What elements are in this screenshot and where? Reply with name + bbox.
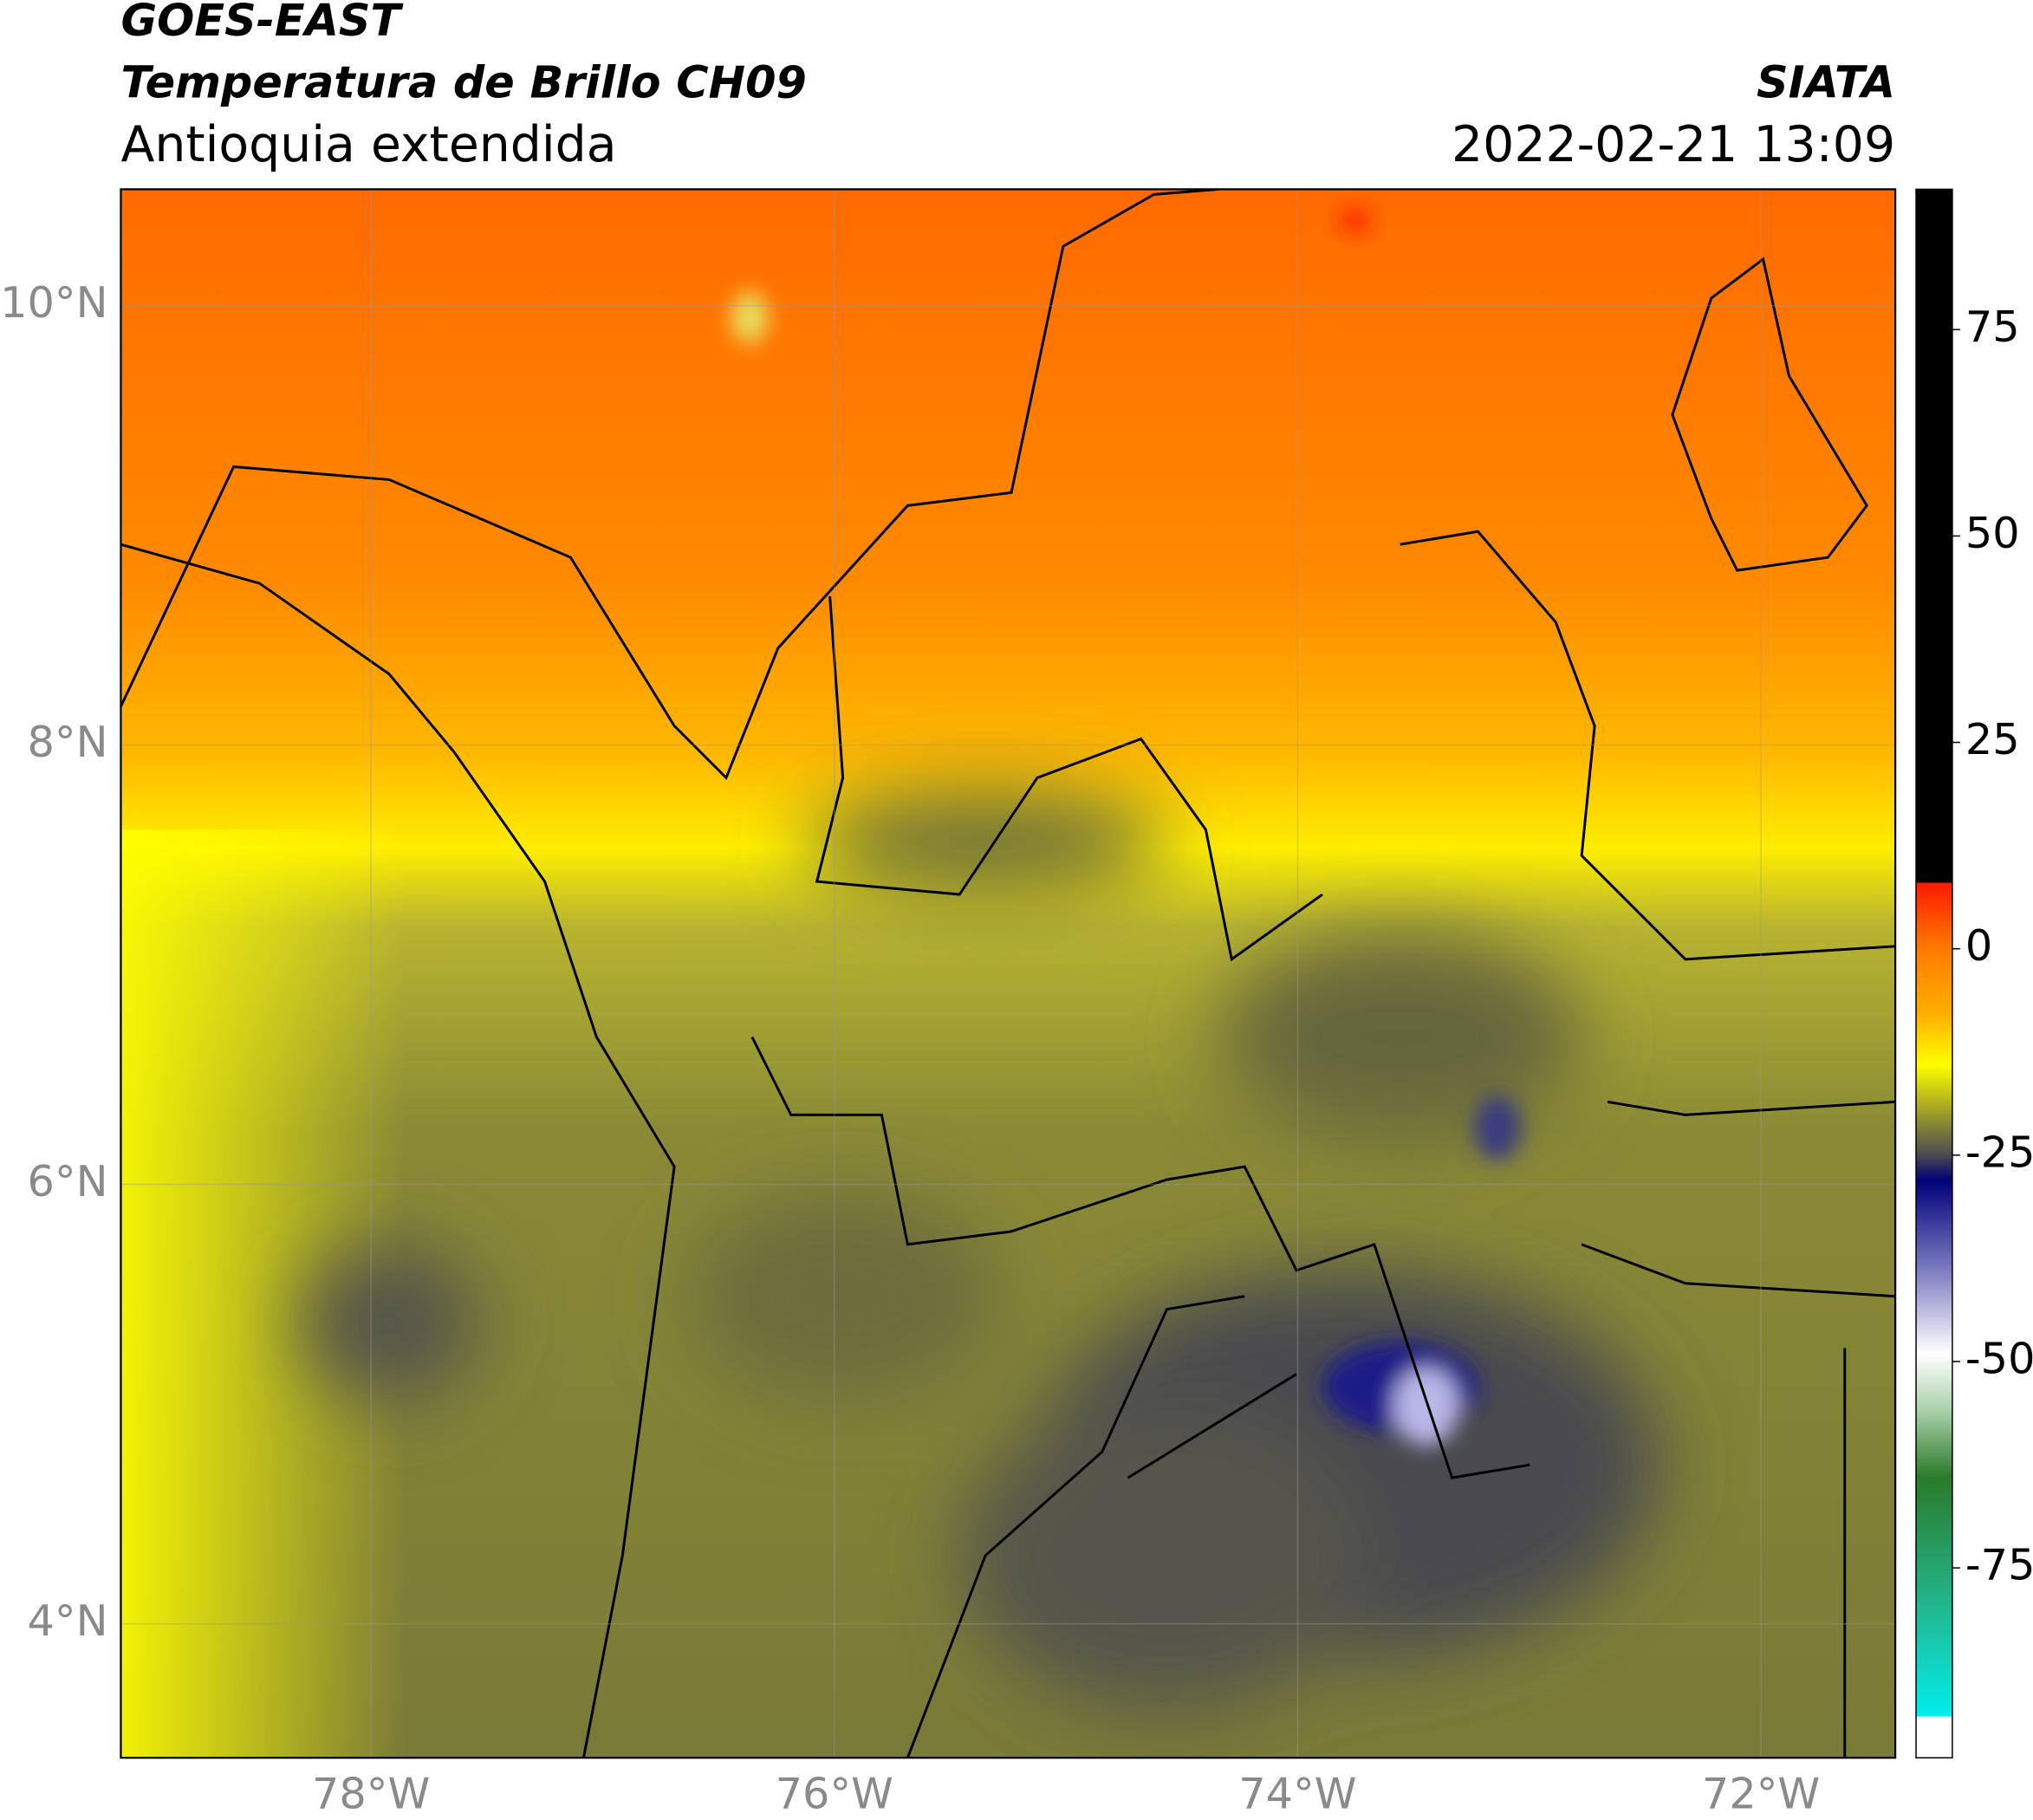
- convective-cells: [731, 210, 1521, 1446]
- colorbar-tick-label: 50: [1965, 508, 2020, 558]
- image-region: [803, 790, 1167, 895]
- colorbar-segment: [1916, 1064, 1952, 1115]
- x-tick-label: 74°W: [1238, 1769, 1356, 1819]
- datetime: 2022-02-21 13:09: [1452, 116, 1895, 173]
- y-tick-label: 4°N: [28, 1596, 108, 1646]
- colorbar-segment: [1916, 1114, 1952, 1156]
- x-tick-label: 78°W: [312, 1769, 430, 1819]
- border: [1400, 530, 1896, 961]
- source: SIATA: [1757, 57, 1895, 108]
- colorbar-segment: [1916, 1716, 1952, 1758]
- borders: [120, 189, 1896, 1758]
- image-region: [1218, 933, 1582, 1141]
- cold-regions: [298, 790, 1660, 1712]
- colorbar-segment: [1916, 882, 1952, 950]
- image-region: [298, 1244, 480, 1401]
- y-tick-label: 8°N: [28, 717, 108, 767]
- colorbar-segment: [1916, 1353, 1952, 1412]
- image-region: [1339, 210, 1371, 231]
- colorbar-segment: [1916, 1154, 1952, 1181]
- image-region: [959, 1400, 1374, 1712]
- colorbar-segment: [1916, 1278, 1952, 1355]
- colorbar-tick-label: -25: [1965, 1127, 2033, 1177]
- colorbar-segment: [1916, 1609, 1952, 1718]
- image-region: [1393, 1367, 1459, 1446]
- y-tick-label: 10°N: [0, 277, 107, 328]
- colorbar-tick-label: 0: [1965, 920, 1992, 971]
- colorbar-segment: [1916, 1411, 1952, 1479]
- y-tick-label: 6°N: [28, 1156, 108, 1206]
- region: Antioquia extendida: [120, 116, 616, 173]
- colorbar-segment: [1916, 1180, 1952, 1280]
- colorbar-segment: [1916, 1014, 1952, 1065]
- image-region: [731, 291, 768, 344]
- image-region: [687, 1193, 999, 1401]
- colorbar-segment: [1916, 948, 1952, 1016]
- colorbar-tick-label: 75: [1965, 302, 2020, 352]
- colorbar-segment: [1916, 189, 1952, 884]
- satellite-image: [120, 189, 1896, 1758]
- coastline: [120, 189, 1219, 781]
- colorbar-tick-label: 25: [1965, 714, 2020, 764]
- x-tick-label: 76°W: [776, 1769, 893, 1819]
- title: GOES-EAST: [120, 0, 404, 46]
- x-tick-label: 72°W: [1702, 1769, 1820, 1819]
- subtitle: Temperatura de Brillo CH09: [120, 57, 806, 108]
- border: [1581, 1100, 1896, 1298]
- colorbar-tick-label: -75: [1965, 1540, 2033, 1590]
- colorbar-segment: [1916, 1477, 1952, 1610]
- map-frame: [120, 188, 1897, 1759]
- border: [815, 595, 1323, 962]
- coastline: [1671, 257, 1868, 572]
- border: [750, 1036, 1530, 1479]
- grid: [120, 189, 1896, 1758]
- colorbar-tick-label: -50: [1965, 1333, 2033, 1383]
- colorbar: 75 50 25 0 -25 -50 -75: [1915, 188, 2033, 1758]
- image-region: [1473, 1095, 1521, 1160]
- border: [120, 543, 676, 1758]
- border: [906, 1295, 1297, 1758]
- colorbar-frame: [1915, 188, 1953, 1758]
